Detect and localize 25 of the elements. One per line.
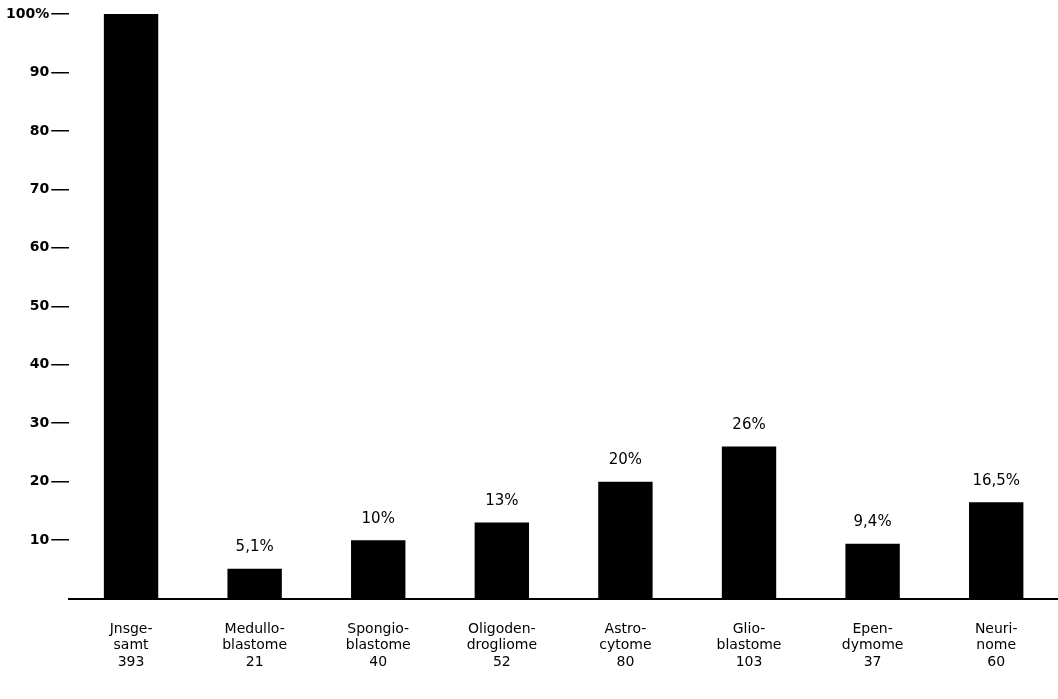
data-label: 26%: [732, 414, 766, 433]
data-label: 5,1%: [235, 537, 274, 556]
data-label: 16,5%: [972, 470, 1021, 489]
y-tick-label: 60: [29, 238, 50, 255]
x-tick-label: Oligoden- drogliome 52: [466, 619, 538, 670]
x-tick-label: Astro- cytome 80: [599, 619, 652, 670]
data-label: 20%: [608, 450, 643, 469]
data-label: 13%: [485, 490, 519, 509]
y-tick-label: 90: [29, 63, 50, 80]
data-label: 9,4%: [853, 512, 892, 531]
y-tick-label: 40: [29, 355, 50, 372]
data-label: 10%: [361, 508, 395, 527]
x-tick-label: Medullo- blastome 21: [222, 619, 288, 670]
x-tick-label: Jnsge- samt 393: [108, 619, 153, 670]
y-tick-label: 10: [29, 530, 50, 547]
y-tick-label: 50: [29, 296, 50, 313]
y-tick-label: 100%: [5, 4, 50, 21]
y-tick-label: 70: [29, 180, 50, 197]
y-tick-label: 30: [29, 413, 50, 430]
y-tick-label: 20: [29, 472, 50, 489]
x-tick-label: Spongio- blastome 40: [345, 619, 411, 670]
x-tick-label: Neuri- nome 60: [974, 619, 1018, 670]
x-tick-label: Glio- blastome 103: [716, 619, 782, 670]
x-tick-label: Epen- dymome 37: [841, 619, 904, 670]
y-tick-label: 80: [29, 121, 50, 138]
